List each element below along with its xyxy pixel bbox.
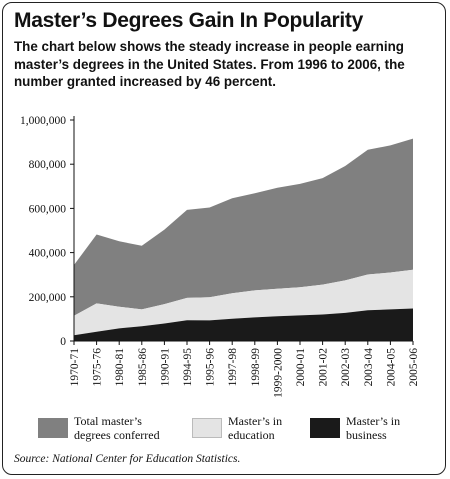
legend-item-business: Master’s in business bbox=[310, 414, 400, 442]
x-tick-label: 2002-03 bbox=[340, 348, 352, 387]
x-tick-label: 1998-99 bbox=[250, 348, 262, 387]
area-education bbox=[74, 269, 413, 336]
x-tick-label: 1994-95 bbox=[182, 348, 194, 387]
x-tick-label: 2003-04 bbox=[363, 348, 375, 387]
y-tick-label: 200,000 bbox=[29, 292, 67, 304]
x-tick-label: 2005-06 bbox=[408, 348, 420, 387]
x-tick-label: 1995-96 bbox=[205, 348, 217, 387]
chart-areas bbox=[74, 138, 413, 341]
legend-label-business: Master’s in business bbox=[346, 414, 401, 442]
x-tick-label: 2001-02 bbox=[318, 348, 330, 387]
x-tick-label: 1999-2000 bbox=[272, 348, 284, 398]
chart-axes bbox=[73, 116, 413, 342]
source-note: Source: National Center for Education St… bbox=[14, 453, 241, 465]
x-tick-label: 2004-05 bbox=[385, 348, 397, 387]
area-chart: 0 200,000 400,000 600,000 800,000 1,000,000 1… bbox=[20, 115, 420, 398]
x-tick-label: 1980-81 bbox=[114, 348, 126, 387]
legend-item-education: Master’s in education bbox=[192, 414, 282, 442]
x-tick-label: 1985-86 bbox=[137, 348, 149, 387]
x-axis-ticks: 1970-71 1975-76 1980-81 1985-86 1990-91 1994-… bbox=[69, 341, 420, 398]
legend: Total master’s degrees conferred Master’… bbox=[0, 414, 450, 450]
x-tick-label: 2000-01 bbox=[295, 348, 307, 387]
area-business bbox=[74, 308, 413, 341]
x-tick-label: 1975-76 bbox=[92, 348, 104, 387]
legend-swatch-business bbox=[310, 418, 340, 438]
y-tick-label: 600,000 bbox=[29, 203, 67, 215]
area-total-degrees bbox=[74, 138, 413, 316]
y-axis-ticks: 0 200,000 400,000 600,000 800,000 1,000,000 bbox=[20, 115, 74, 348]
legend-label-total: Total master’s degrees conferred bbox=[74, 414, 160, 442]
y-tick-label: 400,000 bbox=[29, 248, 67, 260]
legend-swatch-total bbox=[38, 418, 68, 438]
legend-item-total: Total master’s degrees conferred bbox=[38, 414, 160, 442]
x-tick-label: 1990-91 bbox=[159, 348, 171, 387]
x-tick-label: 1970-71 bbox=[69, 348, 81, 387]
y-tick-label: 1,000,000 bbox=[20, 115, 66, 127]
y-tick-label: 800,000 bbox=[29, 159, 67, 171]
chart-title: Master’s Degrees Gain In Popularity bbox=[14, 9, 363, 32]
chart-subtitle: The chart below shows the steady increas… bbox=[14, 39, 405, 89]
legend-swatch-education bbox=[192, 418, 222, 438]
legend-label-education: Master’s in education bbox=[228, 414, 283, 442]
y-tick-label: 0 bbox=[60, 336, 66, 348]
x-tick-label: 1997-98 bbox=[227, 348, 239, 387]
